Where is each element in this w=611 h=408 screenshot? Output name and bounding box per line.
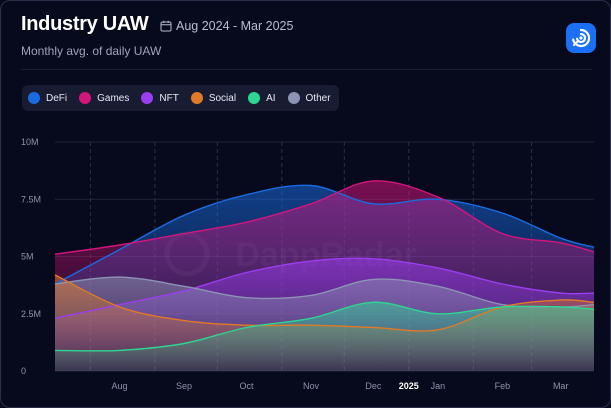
- series-fills: [55, 180, 594, 371]
- legend-label-nft: NFT: [159, 92, 179, 104]
- x-tick-label: Sep: [176, 381, 192, 391]
- legend-swatch-other: [287, 92, 300, 104]
- header-divider: [21, 69, 592, 70]
- legend-label-ai: AI: [266, 92, 276, 104]
- legend-label-games: Games: [97, 92, 130, 104]
- x-tick-label: Feb: [495, 381, 511, 391]
- calendar-icon: [160, 20, 172, 32]
- date-range: Aug 2024 - Mar 2025: [176, 19, 294, 33]
- x-tick-label: Dec: [365, 381, 382, 391]
- area-chart: DappRadar 10M7.5M5M2.5M0AugSepOctNovDec2…: [21, 137, 595, 391]
- series-line-ai: [54, 301, 595, 352]
- legend-swatch-games: [79, 92, 92, 104]
- legend-item-nft[interactable]: NFT: [141, 92, 179, 104]
- x-tick-label: Jan: [431, 381, 446, 391]
- series-lines: [54, 180, 595, 352]
- legend-item-defi[interactable]: DeFi: [28, 92, 67, 104]
- y-tick-label: 5M: [21, 252, 34, 262]
- x-tick-label: Aug: [112, 381, 128, 391]
- subtitle: Monthly avg. of daily UAW: [21, 44, 162, 58]
- legend-item-social[interactable]: Social: [190, 92, 237, 104]
- legend-swatch-social: [190, 92, 203, 104]
- x-tick-label: Nov: [303, 381, 320, 391]
- y-tick-label: 7.5M: [21, 194, 41, 204]
- series-line-games: [54, 180, 595, 255]
- series-line-social: [54, 274, 595, 332]
- legend-swatch-ai: [248, 92, 261, 104]
- legend: DeFi Games NFT Social AI Other: [22, 85, 339, 111]
- legend-swatch-defi: [28, 92, 40, 104]
- legend-item-ai[interactable]: AI: [248, 92, 276, 104]
- x-tick-label: 2025: [399, 381, 419, 391]
- legend-item-games[interactable]: Games: [79, 92, 129, 104]
- axis-labels: 10M 7.5M 5M 2.5M 0 Aug Sep Oct Nov Dec 2025 Jan Feb M…: [21, 137, 568, 391]
- y-tick-label: 0: [21, 366, 26, 376]
- page-title: Industry UAW: [21, 13, 149, 35]
- legend-swatch-nft: [141, 92, 154, 104]
- y-tick-label: 10M: [21, 137, 39, 147]
- legend-label-other: Other: [305, 92, 331, 104]
- legend-label-defi: DeFi: [46, 92, 68, 104]
- y-tick-label: 2.5M: [21, 309, 41, 319]
- legend-label-social: Social: [208, 92, 237, 104]
- series-line-defi: [54, 184, 595, 285]
- series-area-ai: [55, 302, 594, 371]
- dappradar-logo-icon: [566, 23, 596, 53]
- x-tick-label: Oct: [239, 381, 254, 391]
- legend-item-other[interactable]: Other: [287, 92, 331, 104]
- x-tick-label: Mar: [553, 381, 569, 391]
- series-line-nft: [54, 257, 595, 320]
